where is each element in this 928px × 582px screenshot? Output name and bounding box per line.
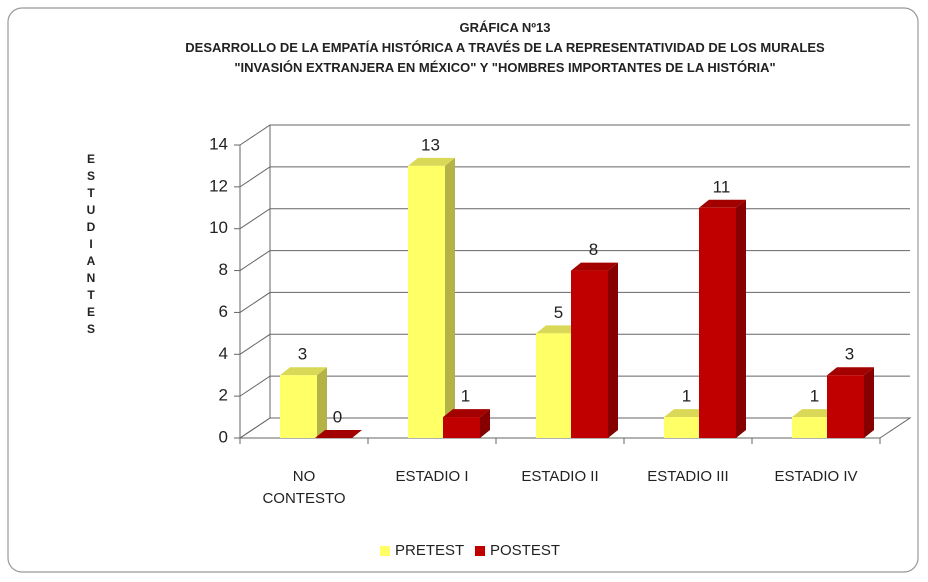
bar <box>792 417 829 438</box>
grid-line <box>239 208 910 230</box>
x-tick-label: ESTADIO II <box>521 468 599 485</box>
value-label: 1 <box>682 387 691 406</box>
x-tick-label: ESTADIO I <box>395 468 469 485</box>
bar-top <box>699 199 746 208</box>
grid-line <box>239 291 910 313</box>
bar-top <box>827 367 874 376</box>
value-label: 0 <box>333 407 342 426</box>
bar <box>536 333 573 438</box>
y-tick-label: 14 <box>209 134 228 153</box>
bar-top <box>280 367 327 376</box>
bar <box>443 417 480 438</box>
legend-swatch <box>475 546 485 556</box>
bar-side <box>317 367 327 438</box>
y-axis-label: ESTUDIANTES <box>84 152 98 339</box>
subtitle: DESARROLLO DE LA EMPATÍA HISTÓRICA A TRA… <box>185 40 825 75</box>
value-label: 8 <box>589 240 598 259</box>
y-tick-label: 4 <box>219 344 228 363</box>
x-tick-label: NO CONTESTO <box>262 468 346 507</box>
grid-line <box>239 375 910 397</box>
bar <box>571 270 608 438</box>
value-label: 11 <box>713 177 731 196</box>
grid-line <box>239 124 910 146</box>
bar-side <box>445 157 455 438</box>
grid-line <box>239 250 910 271</box>
grid-line <box>239 333 910 355</box>
y-tick-label: 6 <box>219 302 228 321</box>
title: GRÁFICA Nº13 <box>459 20 551 35</box>
y-tick-label: 8 <box>219 260 228 279</box>
bar-side <box>480 409 490 438</box>
y-tick-label: 0 <box>219 427 228 446</box>
y-tick-label: 12 <box>209 176 228 195</box>
value-label: 13 <box>421 135 440 154</box>
value-label: 1 <box>810 387 819 406</box>
legend-label: POSTEST <box>490 542 560 559</box>
bar-top <box>571 262 618 271</box>
value-label: 3 <box>845 345 854 364</box>
bar-top <box>443 409 490 418</box>
bar-top <box>408 157 455 166</box>
grid-line <box>239 166 910 188</box>
bar <box>664 417 701 438</box>
y-tick-label: 2 <box>219 386 228 405</box>
bar-side <box>608 262 618 438</box>
bar <box>280 375 317 438</box>
y-tick-label: 10 <box>209 218 228 237</box>
bar-side <box>736 199 746 438</box>
value-label: 3 <box>298 345 307 364</box>
legend-swatch <box>380 546 390 556</box>
bar <box>699 207 736 438</box>
bar <box>408 165 445 438</box>
value-label: 5 <box>554 303 563 322</box>
bar <box>827 375 864 438</box>
x-tick-label: ESTADIO IV <box>774 468 858 485</box>
bar-top <box>315 430 362 438</box>
value-label: 1 <box>461 387 470 406</box>
legend-label: PRETEST <box>395 542 464 559</box>
chart-title: GRÁFICA Nº13 DESARROLLO DE LA EMPATÍA HIS… <box>160 18 850 78</box>
x-tick-label: ESTADIO III <box>647 468 729 485</box>
bar-side <box>864 367 874 438</box>
